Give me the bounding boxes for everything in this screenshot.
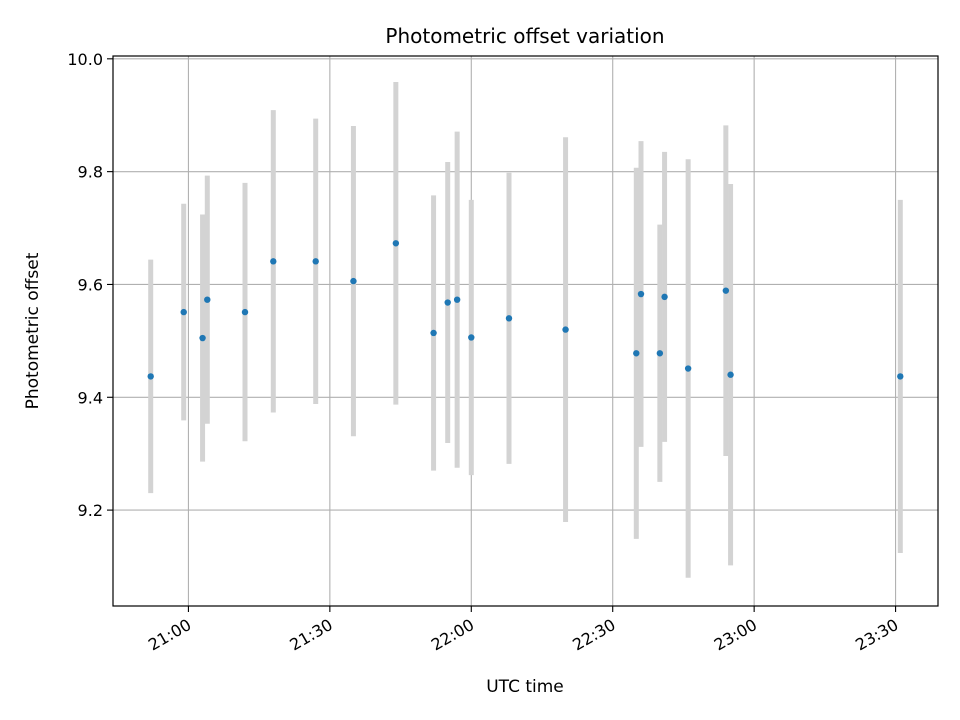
data-point: [562, 326, 569, 333]
data-point: [897, 373, 904, 380]
y-tick-label: 9.4: [78, 388, 103, 407]
data-point: [312, 258, 319, 265]
data-point: [199, 334, 206, 342]
y-axis-ticks: 9.2 9.4 9.6 9.8 10.0: [67, 50, 113, 520]
grid: [113, 56, 938, 606]
plot-frame: [112, 55, 939, 607]
y-tick-label: 9.6: [78, 275, 103, 294]
data-point: [453, 296, 461, 303]
data-point: [637, 290, 645, 298]
data-point: [180, 308, 187, 316]
data-point: [722, 287, 730, 294]
data-points: [147, 240, 904, 380]
data-point: [204, 296, 211, 303]
data-point: [505, 315, 513, 322]
data-point: [241, 308, 249, 316]
data-point: [444, 299, 451, 306]
data-point: [661, 293, 668, 301]
data-point: [656, 350, 664, 357]
chart-title: Photometric offset variation: [385, 24, 664, 48]
data-point: [727, 371, 734, 378]
data-point: [430, 329, 437, 337]
y-tick-label: 10.0: [67, 50, 103, 69]
data-point: [468, 334, 475, 341]
y-tick-label: 9.2: [78, 501, 103, 520]
data-point: [350, 277, 357, 285]
x-axis-title: UTC time: [486, 677, 564, 697]
y-tick-label: 9.8: [78, 163, 103, 182]
data-point: [270, 258, 277, 265]
y-axis-title: Photometric offset: [23, 252, 43, 409]
data-point: [633, 350, 640, 357]
data-point: [392, 240, 400, 247]
data-point: [684, 365, 692, 372]
data-point: [147, 373, 154, 380]
